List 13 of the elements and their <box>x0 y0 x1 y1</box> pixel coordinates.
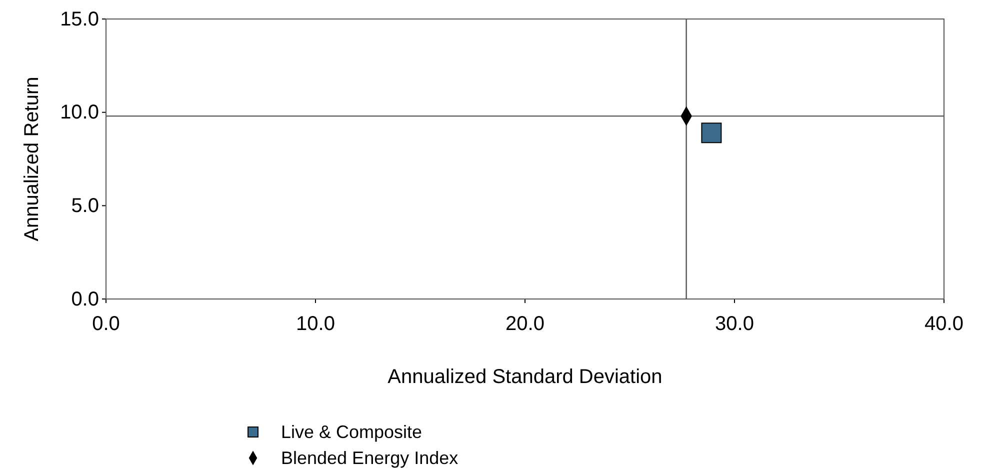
y-tick-label: 5.0 <box>71 195 99 218</box>
x-tick-label: 30.0 <box>715 313 754 335</box>
y-tick-label: 0.0 <box>71 288 99 310</box>
x-axis-title: Annualized Standard Deviation <box>388 366 662 388</box>
x-tick-label: 0.0 <box>92 313 120 335</box>
x-tick-label: 10.0 <box>296 313 335 335</box>
x-tick-label: 40.0 <box>924 313 964 335</box>
y-tick-label: 10.0 <box>60 102 99 124</box>
x-tick-label: 20.0 <box>506 313 544 335</box>
y-axis-title: Annualized Return <box>21 76 43 242</box>
legend-label: Blended Energy Index <box>281 448 458 468</box>
legend-label: Live & Composite <box>281 422 422 442</box>
y-tick-label: 15.0 <box>60 8 99 30</box>
